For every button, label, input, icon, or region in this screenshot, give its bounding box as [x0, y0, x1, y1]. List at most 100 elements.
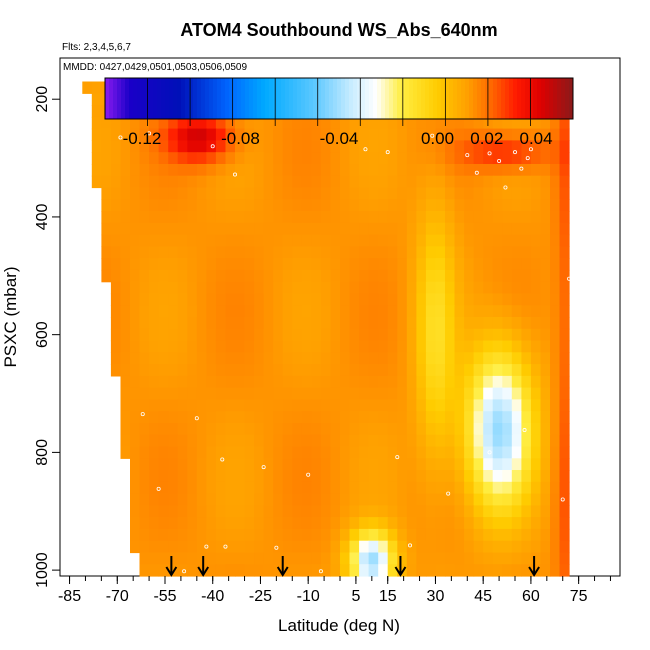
heatmap-cell: [454, 187, 465, 200]
heatmap-cell: [110, 116, 121, 130]
heatmap-cell: [425, 164, 436, 177]
heatmap-cell: [225, 375, 236, 389]
y-tick-label: 200: [34, 86, 51, 113]
heatmap-cell: [492, 481, 503, 495]
heatmap-cell: [387, 493, 398, 506]
heatmap-cell: [397, 423, 408, 436]
heatmap-cell: [416, 222, 427, 236]
heatmap-cell: [540, 540, 551, 554]
heatmap-cell: [301, 434, 312, 448]
heatmap-cell: [530, 352, 541, 365]
heatmap-cell: [158, 128, 169, 141]
heatmap-cell: [187, 128, 198, 141]
profile-arrow-head: [394, 566, 407, 577]
heatmap-cell: [397, 222, 408, 236]
heatmap-cell: [530, 269, 541, 283]
heatmap-cell: [454, 458, 465, 471]
heatmap-cell: [282, 328, 293, 342]
heatmap-cell: [340, 281, 351, 295]
heatmap-cell: [473, 164, 484, 177]
heatmap-cell: [187, 187, 198, 200]
heatmap-cell: [273, 211, 284, 224]
heatmap-cell: [244, 269, 255, 283]
heatmap-cell: [359, 175, 370, 189]
heatmap-cell: [120, 352, 131, 365]
heatmap-cell: [330, 234, 341, 247]
heatmap-cell: [149, 116, 160, 130]
heatmap-cell: [235, 528, 246, 542]
heatmap-cell: [301, 540, 312, 554]
heatmap-cell: [158, 528, 169, 542]
heatmap-cell: [187, 317, 198, 330]
colorbar-segment: [369, 78, 374, 119]
heatmap-cell: [320, 423, 331, 436]
heatmap-cell: [359, 164, 370, 177]
heatmap-cell: [492, 564, 503, 577]
heatmap-cell: [282, 375, 293, 389]
heatmap-cell: [196, 411, 207, 424]
heatmap-cell: [273, 352, 284, 365]
heatmap-cell: [320, 411, 331, 424]
heatmap-cell: [445, 564, 456, 577]
profile-arrow-head: [276, 566, 289, 577]
heatmap-cell: [130, 470, 141, 483]
heatmap-cell: [540, 411, 551, 424]
heatmap-cell: [244, 434, 255, 448]
heatmap-cell: [130, 222, 141, 236]
sample-point: [261, 465, 266, 470]
heatmap-cell: [320, 340, 331, 353]
heatmap-cell: [149, 352, 160, 365]
heatmap-cell: [330, 446, 341, 459]
heatmap-cell: [206, 375, 217, 389]
heatmap-cell: [378, 140, 389, 153]
colorbar-segment: [533, 78, 538, 119]
heatmap-cell: [273, 340, 284, 353]
colorbar-segment: [557, 78, 562, 119]
heatmap-cell: [416, 352, 427, 365]
colorbar-segment: [209, 78, 214, 119]
heatmap-cell: [206, 305, 217, 318]
heatmap-cell: [320, 175, 331, 189]
heatmap-cell: [301, 387, 312, 400]
heatmap-cell: [540, 505, 551, 518]
heatmap-cell: [464, 552, 475, 565]
heatmap-cell: [368, 434, 379, 448]
heatmap-cell: [158, 305, 169, 318]
heatmap-cell: [559, 470, 570, 483]
heatmap-cell: [263, 152, 274, 165]
heatmap-cell: [425, 175, 436, 189]
heatmap-cell: [311, 411, 322, 424]
heatmap-cell: [187, 164, 198, 177]
heatmap-cell: [530, 340, 541, 353]
heatmap-cell: [387, 246, 398, 259]
heatmap-cell: [235, 399, 246, 412]
heatmap-cell: [301, 175, 312, 189]
heatmap-cell: [311, 552, 322, 565]
heatmap-cell: [311, 234, 322, 247]
heatmap-cell: [530, 258, 541, 271]
heatmap-cell: [187, 328, 198, 342]
heatmap-cell: [320, 552, 331, 565]
heatmap-cell: [492, 528, 503, 542]
heatmap-cell: [464, 564, 475, 577]
heatmap-cell: [511, 128, 522, 141]
heatmap-cell: [530, 116, 541, 130]
heatmap-cell: [378, 481, 389, 495]
heatmap-cell: [244, 564, 255, 577]
heatmap-cell: [378, 434, 389, 448]
heatmap-cell: [263, 175, 274, 189]
heatmap-cell: [110, 293, 121, 306]
heatmap-cell: [244, 481, 255, 495]
colorbar-segment: [513, 78, 518, 119]
heatmap-cell: [454, 305, 465, 318]
heatmap-cell: [349, 352, 360, 365]
heatmap-cell: [196, 364, 207, 377]
heatmap-cell: [196, 269, 207, 283]
heatmap-cell: [340, 187, 351, 200]
heatmap-cell: [445, 446, 456, 459]
heatmap-cell: [540, 493, 551, 506]
heatmap-cell: [292, 375, 303, 389]
heatmap-cell: [378, 423, 389, 436]
heatmap-cell: [406, 152, 417, 165]
heatmap-cell: [521, 552, 532, 565]
